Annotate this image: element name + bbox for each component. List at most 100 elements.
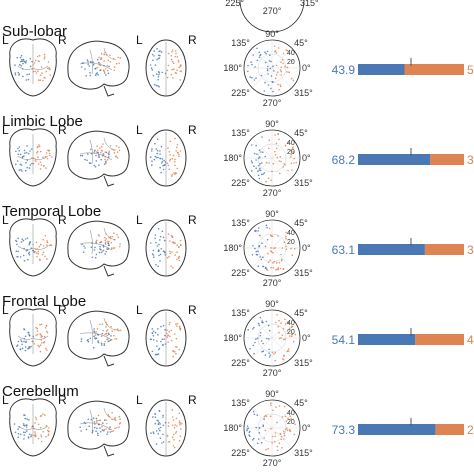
partial-angle-315: 315° <box>300 0 319 8</box>
polar-angle-label: 45° <box>294 308 308 318</box>
polar-spoke <box>271 337 292 358</box>
polar-spoke <box>252 157 273 178</box>
polar-angle-label: 315° <box>294 88 313 98</box>
bar-segment-left <box>358 64 405 75</box>
polar-angle-label: 180° <box>223 153 242 163</box>
coronal-right-label: R <box>58 33 67 47</box>
stacked-bar: 73.3 26.7 <box>332 418 474 437</box>
polar-spoke <box>271 228 292 249</box>
axial-left-dots <box>150 410 167 445</box>
axial-right-dots <box>166 321 182 358</box>
polar-angle-label: 270° <box>263 458 282 468</box>
axial-left-dots <box>149 47 167 88</box>
sagittal-brainstem <box>103 85 115 97</box>
polar-radial-tick: 20 <box>287 239 295 246</box>
bar-value-left: 54.1 <box>332 333 356 347</box>
lobe-title-cerebellum: Cerebellum <box>2 383 79 400</box>
coronal-right-label: R <box>58 303 67 317</box>
coronal-left-label: L <box>2 123 9 137</box>
sagittal-right-dots <box>96 51 122 73</box>
polar-spoke <box>271 247 292 268</box>
polar-radial-tick: 20 <box>287 419 295 426</box>
polar-plot: 0° 45° 90° 135° 180° 225° 270° 315° 20 40 <box>223 209 313 288</box>
polar-radial-tick: 40 <box>287 140 295 147</box>
partial-polar-top: 225° 270° 315° <box>225 0 319 33</box>
polar-spoke <box>252 427 273 448</box>
axial-left-label: L <box>136 123 143 137</box>
sagittal-brainstem <box>103 445 115 457</box>
brain-sagittal-view <box>67 400 130 457</box>
axial-right-label: R <box>188 303 197 317</box>
polar-angle-label: 180° <box>223 333 242 343</box>
axial-left-dots <box>149 228 167 268</box>
polar-plot: 0° 45° 90° 135° 180° 225° 270° 315° 20 40 <box>223 119 313 198</box>
sagittal-left-dots <box>79 417 112 437</box>
bar-segment-right <box>424 244 464 255</box>
polar-spoke <box>271 318 292 339</box>
polar-angle-label: 180° <box>223 423 242 433</box>
polar-angle-label: 135° <box>231 308 250 318</box>
polar-angle-label: 90° <box>265 119 279 129</box>
lobe-title-frontal-lobe: Frontal Lobe <box>2 293 86 310</box>
bar-value-left: 68.2 <box>332 153 356 167</box>
polar-radial-tick: 20 <box>287 329 295 336</box>
coronal-right-label: R <box>58 123 67 137</box>
sagittal-right-dots <box>94 143 121 162</box>
stacked-bar: 68.2 31.8 <box>332 148 474 167</box>
polar-spoke <box>252 408 273 429</box>
coronal-sulci <box>17 314 49 354</box>
axial-left-label: L <box>136 213 143 227</box>
partial-polar-outline <box>239 0 305 33</box>
axial-right-label: R <box>188 123 197 137</box>
polar-spoke <box>252 48 273 69</box>
sagittal-right-dots <box>94 321 122 343</box>
bar-segment-right <box>404 64 464 75</box>
polar-radial-tick: 40 <box>287 410 295 417</box>
axial-right-label: R <box>188 213 197 227</box>
sagittal-right-dots <box>95 232 121 251</box>
bar-value-left: 43.9 <box>332 63 356 77</box>
coronal-left-dots <box>15 237 35 262</box>
stacked-bar: 54.1 45.9 <box>332 328 474 347</box>
bar-value-right: 45.9 <box>467 333 474 347</box>
polar-spoke <box>271 427 292 448</box>
polar-angle-label: 45° <box>294 128 308 138</box>
lobe-title-sub-lobar: Sub-lobar <box>2 23 67 40</box>
polar-spoke <box>252 138 273 159</box>
polar-angle-label: 225° <box>231 448 250 458</box>
polar-angle-label: 270° <box>263 98 282 108</box>
polar-spoke <box>271 408 292 429</box>
stacked-bar: 63.1 36.9 <box>332 238 474 257</box>
polar-angle-label: 270° <box>263 278 282 288</box>
brain-sagittal-view <box>67 40 130 97</box>
polar-angle-label: 90° <box>265 299 279 309</box>
polar-scatter <box>247 314 297 362</box>
sagittal-outline <box>67 40 130 90</box>
bar-value-left: 73.3 <box>332 423 356 437</box>
polar-angle-label: 90° <box>265 389 279 399</box>
sagittal-sulci <box>79 137 117 165</box>
polar-angle-label: 315° <box>294 268 313 278</box>
polar-angle-label: 90° <box>265 209 279 219</box>
polar-angle-label: 0° <box>302 63 311 73</box>
bar-value-left: 63.1 <box>332 243 356 257</box>
polar-angle-label: 135° <box>231 38 250 48</box>
polar-plot: 0° 45° 90° 135° 180° 225° 270° 315° 20 40 <box>223 389 313 468</box>
axial-right-label: R <box>188 33 197 47</box>
bar-segment-left <box>358 424 436 435</box>
polar-spoke <box>252 318 273 339</box>
axial-right-dots <box>166 409 183 449</box>
bar-segment-right <box>435 424 464 435</box>
axial-right-label: R <box>188 393 197 407</box>
brain-sagittal-view <box>67 310 130 367</box>
sagittal-brainstem <box>103 355 115 367</box>
bar-segment-left <box>358 154 431 165</box>
axial-left-dots <box>149 138 167 174</box>
